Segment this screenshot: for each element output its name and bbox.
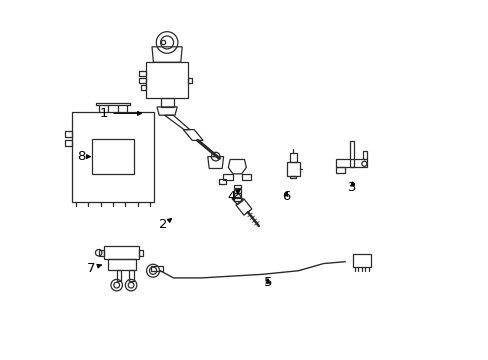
Text: 8: 8 xyxy=(78,150,90,163)
Text: 4: 4 xyxy=(227,190,240,203)
Text: 5: 5 xyxy=(263,276,272,289)
Text: 7: 7 xyxy=(87,262,101,275)
Text: 6: 6 xyxy=(281,190,289,203)
Text: 3: 3 xyxy=(347,181,356,194)
Text: 1: 1 xyxy=(100,107,141,120)
Text: 2: 2 xyxy=(159,219,171,231)
